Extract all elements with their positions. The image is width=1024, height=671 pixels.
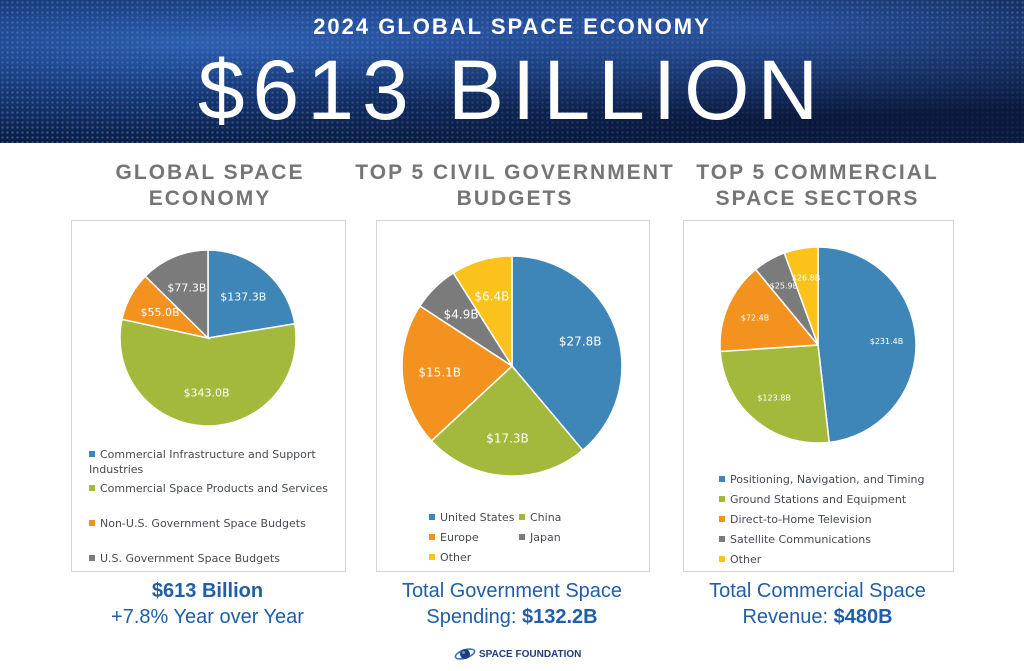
footer-line-1: $613 Billion [151, 580, 264, 602]
legend-label: Positioning, Navigation, and Timing [730, 473, 925, 486]
data-label: $343.0B [184, 386, 230, 399]
legend-item: Other [429, 551, 471, 564]
logo-text: SPACE FOUNDATION [479, 648, 582, 660]
pie-slice [719, 268, 820, 353]
pie-slice [511, 255, 623, 452]
chart-2-footer: Total Government Space Spending: $132.2B [360, 578, 664, 630]
pie-slice [452, 255, 513, 369]
pie-slice [719, 344, 831, 444]
legend-label: Satellite Communications [730, 533, 871, 546]
data-label: $6.4B [474, 290, 509, 304]
data-label: $27.8B [559, 334, 602, 348]
chart-2-pie: $27.8B $17.3B $15.1B $4.9B $6.4B [401, 255, 623, 477]
legend-label: Commercial Infrastructure and Support In… [89, 448, 316, 476]
data-label: $4.9B [444, 308, 479, 322]
chart-1-panel: $137.3B $343.0B $55.0B $77.3B Commercial In… [71, 220, 346, 572]
legend-item: U.S. Government Space Budgets [89, 552, 280, 565]
data-label: $26.8B [792, 273, 820, 282]
legend-label: Direct-to-Home Television [730, 513, 872, 526]
legend-label: China [530, 511, 562, 524]
legend-swatch [429, 554, 435, 560]
legend-swatch [519, 514, 525, 520]
legend-item: Positioning, Navigation, and Timing [719, 473, 925, 486]
data-label: $17.3B [486, 432, 529, 446]
pie-slice [783, 246, 819, 346]
data-label: $25.9B [770, 281, 798, 290]
legend-item: Commercial Space Products and Services [89, 482, 328, 495]
chart-3-footer: Total Commercial Space Revenue: $480B [683, 578, 952, 630]
pie-slice [144, 249, 209, 340]
chart-1-pie: $137.3B $343.0B $55.0B $77.3B [119, 249, 297, 427]
chart-3-panel: $231.4B $123.8B $72.4B $25.9B $26.8B Positio… [683, 220, 954, 572]
chart-1-title: GLOBAL SPACE ECONOMY [115, 161, 305, 210]
legend-item: Europe [429, 531, 479, 544]
chart-3-pie: $231.4B $123.8B $72.4B $25.9B$26.8B [719, 246, 917, 444]
legend-item: Non-U.S. Government Space Budgets [89, 517, 306, 530]
chart-3-title: TOP 5 COMMERCIAL SPACE SECTORS [696, 161, 939, 210]
data-label: $231.4B [870, 337, 903, 346]
legend-swatch [719, 516, 725, 522]
legend-label: Commercial Space Products and Services [100, 482, 328, 495]
legend-item: Direct-to-Home Television [719, 513, 872, 526]
legend-swatch [719, 556, 725, 562]
legend-label: U.S. Government Space Budgets [100, 552, 280, 565]
legend-item: China [519, 511, 561, 524]
banner-title: $613 BILLION [197, 43, 827, 137]
legend-item: Satellite Communications [719, 533, 871, 546]
legend-swatch [519, 534, 525, 540]
footer-text: Total Commercial Space Revenue: $480B [709, 580, 926, 628]
data-label: $77.3B [167, 282, 206, 295]
legend-label: Other [730, 553, 762, 566]
legend-item: Japan [519, 531, 561, 544]
pie-slice [817, 246, 917, 444]
data-label: $137.3B [220, 290, 266, 303]
legend-item: Commercial Infrastructure and Support In… [89, 447, 334, 477]
chart-2-title: TOP 5 CIVIL GOVERNMENT BUDGETS [355, 161, 675, 210]
legend-swatch [89, 520, 95, 526]
legend-label: Other [440, 551, 472, 564]
pie-slice [207, 249, 296, 339]
data-label: $72.4B [741, 314, 769, 323]
data-label: $15.1B [418, 365, 461, 379]
legend-swatch [429, 514, 435, 520]
legend-item: Ground Stations and Equipment [719, 493, 906, 506]
legend-label: Ground Stations and Equipment [730, 493, 907, 506]
legend-item: United States [429, 511, 515, 524]
banner-subtitle: 2024 GLOBAL SPACE ECONOMY [313, 14, 711, 39]
legend-label: Europe [440, 531, 479, 544]
legend-label: Non-U.S. Government Space Budgets [100, 517, 306, 530]
legend-swatch [719, 476, 725, 482]
footer-line-2: +7.8% Year over Year [111, 606, 304, 628]
legend-swatch [719, 496, 725, 502]
data-label: $55.0B [140, 306, 179, 319]
legend-label: United States [440, 511, 515, 524]
globe-icon [454, 648, 476, 660]
data-label: $123.8B [757, 394, 790, 403]
legend-swatch [429, 534, 435, 540]
legend-swatch [719, 536, 725, 542]
space-foundation-logo: SPACE FOUNDATION [454, 645, 581, 663]
pie-slice [401, 304, 514, 442]
legend-label: Japan [530, 531, 561, 544]
footer-text: Total Government Space Spending: $132.2B [401, 580, 623, 628]
chart-2-panel: $27.8B $17.3B $15.1B $4.9B $6.4B United Stat… [376, 220, 650, 572]
chart-1-footer: $613 Billion +7.8% Year over Year [71, 578, 344, 630]
pie-slice [430, 364, 584, 477]
pie-slice [119, 318, 297, 427]
legend-swatch [89, 485, 95, 491]
legend-item: Other [719, 553, 761, 566]
legend-swatch [89, 451, 95, 457]
header-banner: 2024 GLOBAL SPACE ECONOMY $613 BILLION [0, 0, 1024, 143]
legend-swatch [89, 555, 95, 561]
